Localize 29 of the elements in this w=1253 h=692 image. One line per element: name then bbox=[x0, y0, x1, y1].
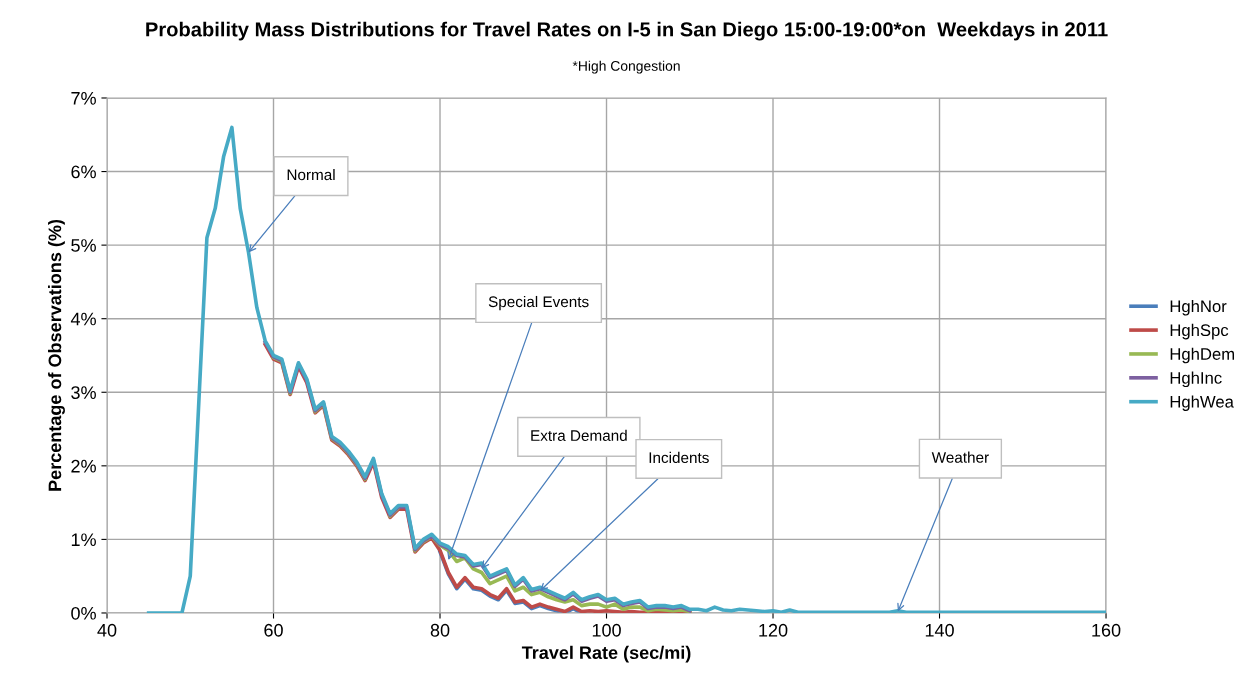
annotation: Special Events bbox=[488, 295, 589, 311]
x-tick-label: 60 bbox=[264, 623, 283, 637]
y-axis-title: Percentage of Observations (%) bbox=[48, 219, 65, 491]
y-tick-label: 6% bbox=[71, 165, 96, 179]
x-tick-label: 40 bbox=[97, 623, 117, 637]
y-tick-label: 2% bbox=[71, 459, 96, 473]
y-tick-label: 5% bbox=[71, 239, 96, 252]
annotation: Normal bbox=[287, 168, 335, 181]
chart-title: Probability Mass Distributions for Travel Rates on I-5 in San Diego 15:00-19:00*on Weekdays in 2011 bbox=[146, 21, 1108, 41]
x-tick-label: 160 bbox=[1092, 623, 1121, 637]
x-tick-label: 140 bbox=[925, 623, 954, 637]
y-tick-label: 3% bbox=[71, 386, 96, 399]
chart-subtitle: *High Congestion bbox=[572, 60, 680, 74]
legend-label: HghInc bbox=[1170, 371, 1222, 388]
y-tick-label: 4% bbox=[70, 312, 96, 326]
y-tick-label: 1% bbox=[71, 533, 96, 547]
x-tick-label: 120 bbox=[759, 623, 788, 637]
legend-label: HghSpc bbox=[1170, 323, 1229, 340]
legend-label: HghNor bbox=[1170, 299, 1227, 316]
x-axis-title: Travel Rate (sec/mi) bbox=[521, 645, 691, 663]
annotation: Extra Demand bbox=[531, 429, 627, 441]
x-tick-label: 80 bbox=[430, 623, 450, 637]
x-tick-label: 100 bbox=[592, 623, 621, 637]
y-tick-label: 0% bbox=[71, 606, 96, 620]
annotation: Incidents bbox=[649, 451, 709, 464]
annotation: Weather bbox=[931, 451, 989, 463]
legend-label: HghWea bbox=[1170, 395, 1234, 411]
y-tick-label: 7% bbox=[71, 92, 96, 105]
legend-label: HghDem bbox=[1170, 347, 1235, 364]
